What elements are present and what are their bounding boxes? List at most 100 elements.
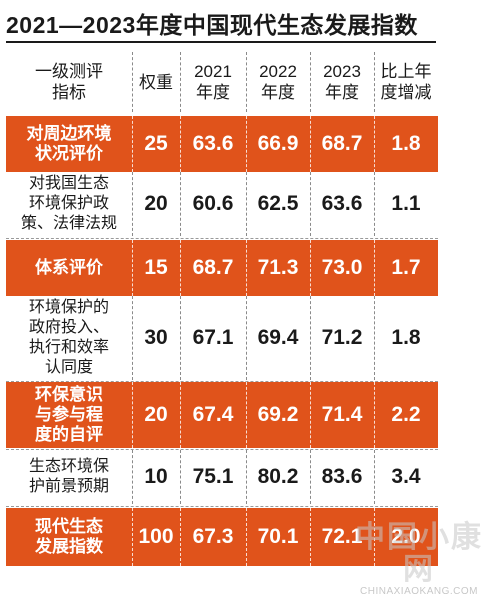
column-divider [374, 296, 375, 380]
column-divider [180, 508, 181, 566]
indicator-name-line: 状况评价 [35, 144, 103, 163]
table-row: 对周边环境 状况评价 25 63.6 66.9 68.7 1.8 [6, 116, 438, 172]
watermark-url: CHINAXIAOKANG.COM [360, 586, 478, 597]
column-divider [374, 172, 375, 236]
table-row-total: 现代生态 发展指数 100 67.3 70.1 72.1 2.0 [6, 508, 438, 566]
value-2021: 67.3 [192, 525, 234, 548]
indicator-name-line: 对周边环境 [26, 124, 112, 143]
change-value: 2.2 [391, 403, 421, 426]
indicator-name-line: 与参与程 [35, 405, 103, 424]
value-2021: 60.6 [192, 192, 234, 215]
header-indicator-line1: 一级测评 [35, 62, 103, 81]
table-title: 2021—2023年度中国现代生态发展指数 [6, 12, 418, 38]
row-divider [6, 238, 438, 239]
column-divider [374, 450, 375, 504]
column-divider [180, 296, 181, 380]
title-underline [6, 41, 436, 43]
column-divider [310, 116, 311, 172]
column-divider [374, 240, 375, 296]
change-value: 1.1 [391, 192, 421, 215]
indicator-name-line: 发展指数 [35, 537, 103, 556]
column-divider [374, 382, 375, 448]
column-divider [310, 172, 311, 236]
header-2023: 2023 年度 [310, 52, 374, 112]
column-divider [246, 382, 247, 448]
column-divider [246, 116, 247, 172]
header-2022-line1: 2022 [259, 62, 297, 81]
header-2022: 2022 年度 [246, 52, 310, 112]
column-divider [374, 116, 375, 172]
column-divider [246, 450, 247, 504]
weight-value: 25 [144, 132, 168, 155]
column-divider [132, 116, 133, 172]
column-divider [246, 52, 247, 112]
column-divider [310, 508, 311, 566]
indicator-name-line: 执行和效率 [28, 339, 109, 356]
table-row: 环境保护的 政府投入、 执行和效率 认同度 30 67.1 69.4 71.2 1.8 [6, 296, 438, 380]
value-2023: 71.2 [321, 326, 363, 349]
header-2021-line2: 年度 [195, 83, 230, 102]
indicator-name-line: 现代生态 [35, 517, 103, 536]
column-divider [310, 450, 311, 504]
column-divider [310, 240, 311, 296]
value-2021: 63.6 [192, 132, 234, 155]
header-change: 比上年 度增减 [374, 52, 438, 112]
column-divider [132, 450, 133, 504]
value-2023: 73.0 [321, 256, 363, 279]
value-2021: 67.1 [192, 326, 234, 349]
column-divider [132, 172, 133, 236]
change-value: 3.4 [391, 465, 421, 488]
header-2023-line2: 年度 [324, 83, 359, 102]
column-divider [310, 52, 311, 112]
column-divider [374, 508, 375, 566]
value-2022: 69.4 [257, 326, 299, 349]
weight-value: 10 [144, 465, 168, 488]
column-divider [246, 240, 247, 296]
value-2023: 72.1 [321, 525, 363, 548]
header-2021: 2021 年度 [180, 52, 246, 112]
column-divider [180, 52, 181, 112]
indicator-name-line: 体系评价 [35, 258, 103, 277]
column-divider [374, 52, 375, 112]
weight-value: 30 [144, 326, 168, 349]
change-value: 2.0 [391, 525, 421, 548]
weight-value: 15 [144, 256, 168, 279]
value-2022: 66.9 [257, 132, 299, 155]
column-divider [132, 240, 133, 296]
change-value: 1.8 [391, 326, 421, 349]
value-2021: 75.1 [192, 465, 234, 488]
indicator-name: 对周边环境 状况评价 [6, 116, 132, 172]
column-divider [246, 296, 247, 380]
value-2021: 68.7 [192, 256, 234, 279]
header-2022-line2: 年度 [260, 83, 295, 102]
value-2022: 69.2 [257, 403, 299, 426]
column-divider [310, 296, 311, 380]
row-divider [6, 449, 438, 450]
column-divider [180, 240, 181, 296]
header-weight-label: 权重 [139, 72, 173, 92]
row-divider [6, 381, 438, 382]
indicator-name: 环保意识 与参与程 度的自评 [6, 382, 132, 448]
value-2021: 67.4 [192, 403, 234, 426]
indicator-name: 生态环境保 护前景预期 [6, 450, 132, 504]
table-row: 体系评价 15 68.7 71.3 73.0 1.7 [6, 240, 438, 296]
table-row: 环保意识 与参与程 度的自评 20 67.4 69.2 71.4 2.2 [6, 382, 438, 448]
change-value: 1.7 [391, 256, 421, 279]
column-divider [180, 450, 181, 504]
value-2023: 83.6 [321, 465, 363, 488]
header-change-line2: 度增减 [380, 83, 432, 102]
indicator-name: 对我国生态 环境保护政 策、法律法规 [6, 172, 132, 236]
weight-value: 20 [144, 403, 168, 426]
value-2023: 71.4 [321, 403, 363, 426]
indicator-name: 环境保护的 政府投入、 执行和效率 认同度 [6, 296, 132, 380]
column-divider [132, 296, 133, 380]
header-weight: 权重 [132, 52, 180, 112]
column-divider [180, 116, 181, 172]
indicator-name-line: 度的自评 [35, 425, 103, 444]
indicator-name-line: 策、法律法规 [20, 215, 117, 232]
table-row: 对我国生态 环境保护政 策、法律法规 20 60.6 62.5 63.6 1.1 [6, 172, 438, 236]
indicator-name: 现代生态 发展指数 [6, 508, 132, 566]
column-divider [180, 382, 181, 448]
indicator-name-line: 环境保护的 [28, 299, 109, 316]
table-header: 一级测评 指标 权重 2021 年度 2022 年度 2023 年度 比上年 度增减 [6, 52, 438, 112]
